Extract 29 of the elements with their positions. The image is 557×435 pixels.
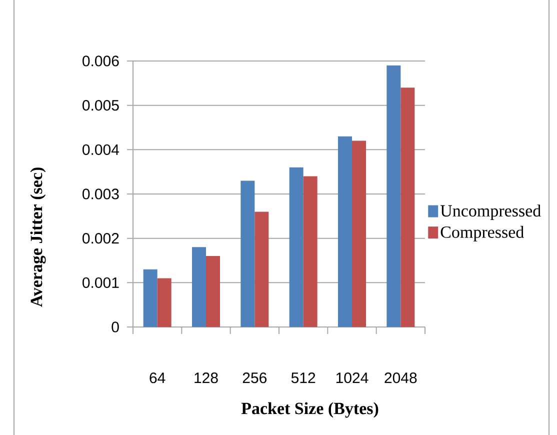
bar — [206, 256, 220, 327]
bar — [192, 247, 206, 327]
bar — [303, 176, 318, 327]
bar — [254, 212, 269, 327]
x-axis-title: Packet Size (Bytes) — [241, 402, 378, 418]
y-axis-title: Average Jitter (sec) — [30, 168, 46, 307]
x-tick-label: 256 — [242, 372, 267, 384]
y-tick-label: 0.004 — [82, 144, 120, 155]
y-tick-label: 0.006 — [82, 56, 119, 66]
bar — [338, 136, 352, 327]
y-tick-label: 0.001 — [82, 277, 119, 288]
x-tick-label: 2048 — [384, 372, 417, 384]
legend-label: Uncompressed — [440, 204, 541, 220]
bar — [386, 65, 401, 327]
x-tick-label: 512 — [291, 372, 316, 384]
legend-label: Compressed — [440, 226, 524, 242]
bar — [400, 88, 415, 327]
x-tick-label: 64 — [150, 372, 166, 384]
y-tick-label: 0.005 — [82, 100, 119, 111]
bar — [289, 167, 304, 327]
x-tick-label: 128 — [194, 372, 218, 384]
bar — [157, 278, 172, 327]
x-tick-label: 1024 — [336, 372, 368, 384]
bar — [143, 269, 158, 327]
y-tick-label: 0.003 — [82, 188, 119, 200]
bar — [240, 180, 255, 327]
y-tick-label: 0 — [112, 322, 119, 332]
y-tick-label: 0.002 — [82, 233, 119, 244]
bar — [352, 140, 366, 327]
